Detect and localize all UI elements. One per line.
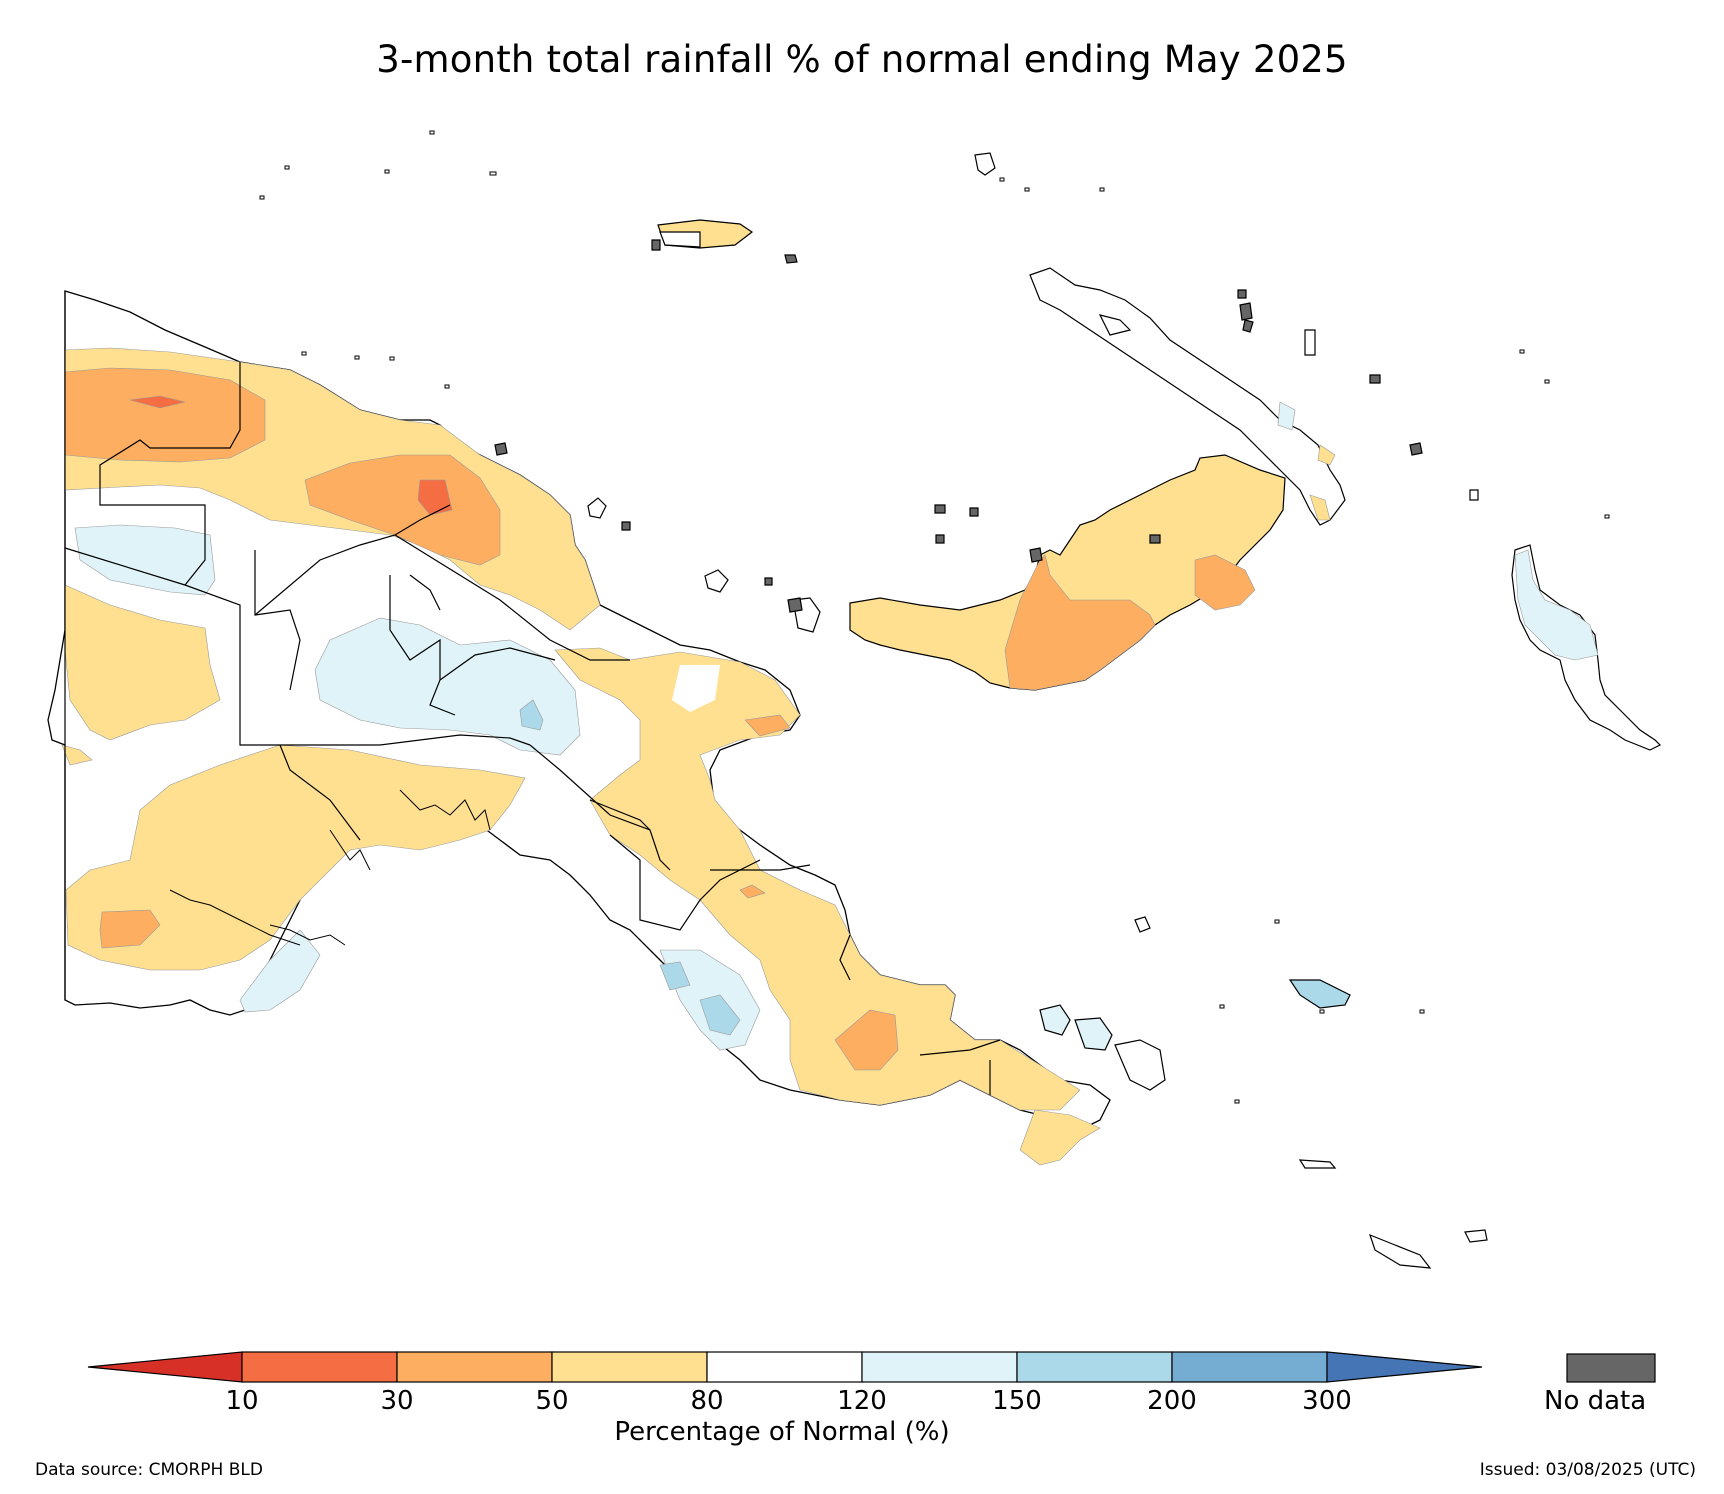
colorbar-under-triangle bbox=[87, 1351, 243, 1383]
zone-120-150 bbox=[314, 617, 581, 756]
tick-label: 200 bbox=[1147, 1386, 1197, 1416]
island bbox=[587, 497, 607, 519]
zone-30-50 bbox=[744, 714, 791, 737]
island-nodata bbox=[764, 577, 773, 586]
no-data-label: No data bbox=[1544, 1386, 1647, 1416]
colorbar-bin-10-30 bbox=[241, 1351, 398, 1383]
manus-west bbox=[659, 231, 701, 248]
island-nodata bbox=[1239, 302, 1253, 321]
island bbox=[1304, 329, 1316, 356]
zone-30-50 bbox=[99, 909, 161, 949]
new-britain-orange-east bbox=[1194, 554, 1256, 611]
island-nodata bbox=[1242, 319, 1254, 333]
tick-label: 150 bbox=[992, 1386, 1042, 1416]
zone-50-80 bbox=[61, 744, 93, 766]
new-ireland-blue bbox=[1277, 401, 1296, 431]
zone-30-50 bbox=[304, 454, 501, 566]
new-britain bbox=[849, 454, 1286, 691]
zone-30-50 bbox=[739, 884, 766, 899]
new-britain-orange bbox=[1004, 554, 1156, 691]
island bbox=[1469, 489, 1479, 501]
island-nodata bbox=[1237, 289, 1247, 299]
woodlark-island bbox=[1288, 979, 1351, 1009]
issued-date: Issued: 03/08/2025 (UTC) bbox=[1479, 1460, 1696, 1480]
island-nodata bbox=[934, 504, 946, 514]
island-nodata bbox=[1149, 534, 1161, 544]
data-source: Data source: CMORPH BLD bbox=[35, 1460, 263, 1480]
zone-150-200 bbox=[659, 961, 691, 991]
island bbox=[1298, 1159, 1337, 1169]
colorbar-bin-80-120 bbox=[706, 1351, 863, 1383]
colorbar-bin-30-50 bbox=[396, 1351, 553, 1383]
islets bbox=[259, 130, 1610, 1104]
island bbox=[1134, 916, 1151, 933]
zone-150-200 bbox=[699, 994, 741, 1036]
tick-label: 50 bbox=[535, 1386, 569, 1416]
island bbox=[974, 152, 996, 176]
island-nodata bbox=[1369, 374, 1381, 384]
gulf-coast-detail bbox=[169, 789, 491, 946]
zone-120-150 bbox=[239, 929, 321, 1013]
colorbar-title: Percentage of Normal (%) bbox=[614, 1417, 950, 1447]
map-title: 3-month total rainfall % of normal endin… bbox=[376, 38, 1348, 81]
island-nodata bbox=[1409, 442, 1423, 456]
colorbar-bin-120-150 bbox=[861, 1351, 1018, 1383]
new-ireland-yellow bbox=[1317, 444, 1336, 466]
tick-label: 10 bbox=[225, 1386, 259, 1416]
bougainville-blue bbox=[1514, 549, 1599, 661]
islands bbox=[494, 152, 1662, 1269]
new-ireland-yellow-s bbox=[1309, 494, 1331, 521]
tick-label: 30 bbox=[380, 1386, 414, 1416]
zone-10-30 bbox=[129, 395, 186, 409]
zone-50-80 bbox=[1019, 1109, 1101, 1166]
zone-120-150 bbox=[74, 524, 216, 596]
no-data-swatch bbox=[1566, 1353, 1656, 1383]
zone-30-50 bbox=[834, 1009, 899, 1071]
dentrecasteaux-island bbox=[1074, 1017, 1113, 1051]
zone-30-50 bbox=[64, 367, 266, 463]
tick-label: 80 bbox=[690, 1386, 724, 1416]
zone-80-120 bbox=[672, 665, 720, 712]
zone-10-30 bbox=[417, 479, 453, 516]
island bbox=[1098, 314, 1132, 336]
zone-50-80 bbox=[554, 647, 1081, 1111]
colorbar-bin-50-80 bbox=[551, 1351, 708, 1383]
island-nodata bbox=[935, 534, 945, 544]
colorbar-bin-200-300 bbox=[1171, 1351, 1328, 1383]
island-nodata bbox=[969, 507, 979, 517]
island-nodata bbox=[1029, 547, 1043, 563]
island bbox=[704, 569, 729, 593]
island-nodata bbox=[787, 597, 803, 613]
manus-islet bbox=[651, 239, 661, 251]
manus-islet bbox=[784, 254, 798, 264]
colorbar-bin-150-200 bbox=[1016, 1351, 1173, 1383]
tick-label: 120 bbox=[837, 1386, 887, 1416]
zone-50-80 bbox=[64, 584, 221, 741]
island bbox=[1114, 1039, 1166, 1091]
zone-50-80 bbox=[65, 744, 526, 971]
colorbar bbox=[87, 1351, 1656, 1383]
tick-label: 300 bbox=[1302, 1386, 1352, 1416]
dentrecasteaux-island bbox=[1039, 1004, 1071, 1036]
colorbar-over-triangle bbox=[1326, 1351, 1483, 1383]
island bbox=[1369, 1233, 1432, 1269]
island-nodata bbox=[621, 521, 631, 531]
provincial-borders bbox=[64, 291, 1001, 1095]
zone-150-200 bbox=[519, 699, 544, 731]
island-nodata bbox=[494, 442, 508, 456]
island bbox=[1464, 1229, 1488, 1243]
rainfall-fills bbox=[61, 347, 1101, 1166]
